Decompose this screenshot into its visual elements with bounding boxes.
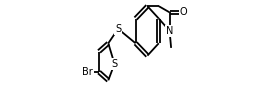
Text: Br: Br — [82, 67, 93, 77]
Text: N: N — [166, 26, 173, 36]
Text: O: O — [180, 7, 188, 17]
Text: S: S — [111, 59, 118, 69]
Text: S: S — [115, 24, 121, 34]
